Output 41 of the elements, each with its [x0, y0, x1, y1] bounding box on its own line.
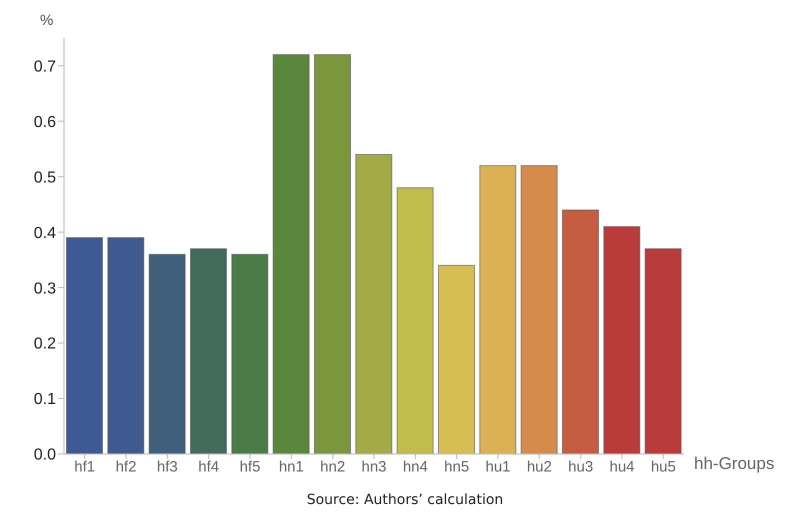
- bar: [603, 226, 640, 454]
- y-tick-label: 0.3: [34, 280, 56, 298]
- x-tick-label: hu5: [650, 458, 676, 476]
- bar: [644, 248, 682, 454]
- source-note: Source: Authors’ calculation: [306, 492, 504, 508]
- y-tick-label: 0.6: [34, 114, 56, 131]
- bar: [314, 54, 351, 454]
- x-tick-label: hu3: [568, 458, 594, 476]
- x-tick-label: hn2: [320, 458, 346, 476]
- x-tick-label: hu1: [485, 458, 511, 476]
- y-tick-label: 0.4: [34, 224, 56, 242]
- bar: [355, 154, 392, 454]
- bar: [396, 187, 434, 454]
- bar: [438, 264, 475, 454]
- x-tick-label: hf4: [198, 458, 220, 476]
- y-tick-label: 0.0: [34, 446, 56, 464]
- x-tick-label: hf1: [74, 458, 96, 476]
- bar: [272, 54, 310, 454]
- bar: [107, 237, 144, 454]
- bar: [148, 254, 186, 454]
- x-tick-label: hu2: [526, 458, 552, 476]
- bar: [66, 237, 103, 454]
- y-tick-label: 0.1: [34, 391, 56, 408]
- x-tick-label: hu4: [609, 458, 635, 476]
- x-tick-label: hn1: [278, 458, 304, 476]
- x-tick-label: hf3: [156, 458, 178, 476]
- bar: [520, 165, 558, 454]
- bar: [479, 165, 516, 454]
- y-tick-label: 0.7: [34, 58, 56, 76]
- x-tick-label: hn3: [361, 458, 387, 476]
- y-tick-label: 0.5: [34, 169, 56, 186]
- x-tick-label: hn5: [444, 458, 470, 476]
- bar: [562, 209, 599, 454]
- x-axis-title: hh-Groups: [694, 454, 774, 474]
- x-tick-label: hn4: [402, 458, 428, 476]
- bar: [231, 254, 268, 454]
- y-axis-title: %: [40, 12, 54, 29]
- x-tick-label: hf5: [240, 458, 260, 476]
- x-tick-label: hf2: [116, 458, 136, 476]
- y-tick-label: 0.2: [34, 336, 56, 353]
- bar: [190, 248, 227, 454]
